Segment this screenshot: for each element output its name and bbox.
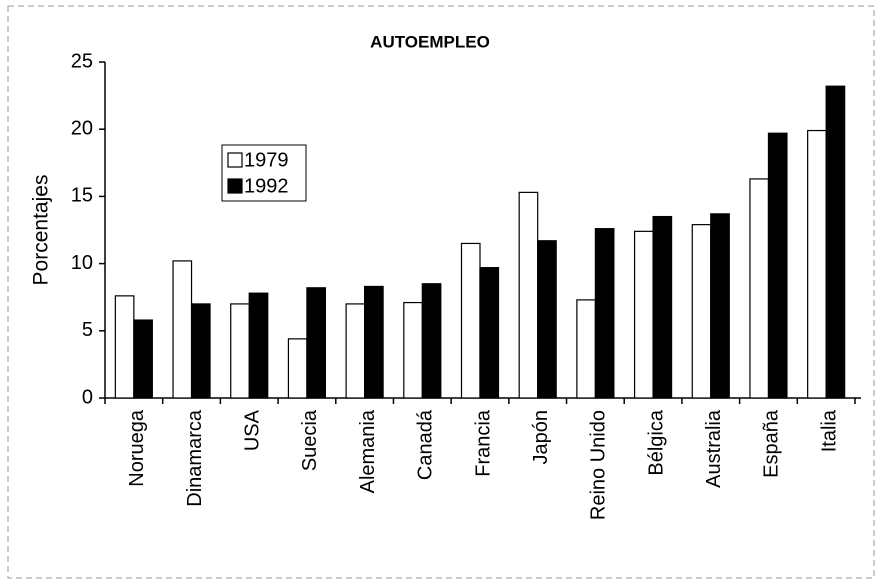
bar [749, 178, 770, 399]
x-tick-label: Suecia [299, 409, 321, 471]
x-tick-label: Dinamarca [184, 409, 206, 507]
legend-label: 1979 [244, 149, 289, 171]
bar [594, 228, 615, 399]
legend-swatch [227, 178, 243, 194]
bar [576, 299, 596, 399]
bar [807, 129, 827, 399]
bar [287, 338, 308, 399]
bar [190, 303, 211, 399]
x-tick-label: Australia [703, 409, 725, 488]
x-tick-label: USA [242, 409, 264, 451]
x-tick-label: Italia [818, 409, 840, 452]
bar [230, 303, 250, 399]
bar [364, 285, 384, 399]
legend-label: 1992 [244, 175, 289, 197]
bar [421, 283, 442, 399]
x-tick-label: Japón [530, 410, 552, 465]
bar [133, 319, 153, 399]
bar [710, 213, 730, 399]
x-tick-label: Reino Unido [588, 410, 610, 520]
bar [403, 301, 423, 399]
x-tick-label: Bélgica [645, 409, 667, 475]
x-tick-label: Francia [472, 409, 494, 477]
x-tick-label: Alemania [357, 409, 379, 493]
x-tick-label: Canadá [415, 409, 437, 480]
bar [172, 260, 193, 399]
bar [306, 287, 327, 399]
legend-swatch [227, 152, 243, 168]
x-tick-label: España [761, 409, 783, 478]
chart-title: AUTOEMPLEO [370, 32, 490, 51]
y-axis-label: Porcentajes [30, 175, 53, 286]
y-tick-label: 15 [71, 185, 93, 207]
bar [691, 224, 712, 399]
bar [825, 85, 846, 399]
bar [652, 215, 673, 399]
x-tick-label: Noruega [126, 409, 148, 487]
bar [345, 303, 366, 399]
bar [633, 230, 654, 399]
bar [114, 295, 135, 399]
bar [460, 242, 481, 399]
bar [767, 132, 788, 399]
bar [248, 292, 269, 399]
bar [537, 240, 557, 399]
bar [518, 191, 539, 399]
y-tick-label: 5 [82, 319, 93, 341]
y-tick-label: 20 [71, 117, 93, 139]
bar [479, 267, 500, 399]
y-tick-label: 0 [82, 386, 93, 408]
y-tick-label: 25 [71, 50, 93, 72]
page-border [7, 5, 875, 579]
y-tick-label: 10 [71, 252, 93, 274]
